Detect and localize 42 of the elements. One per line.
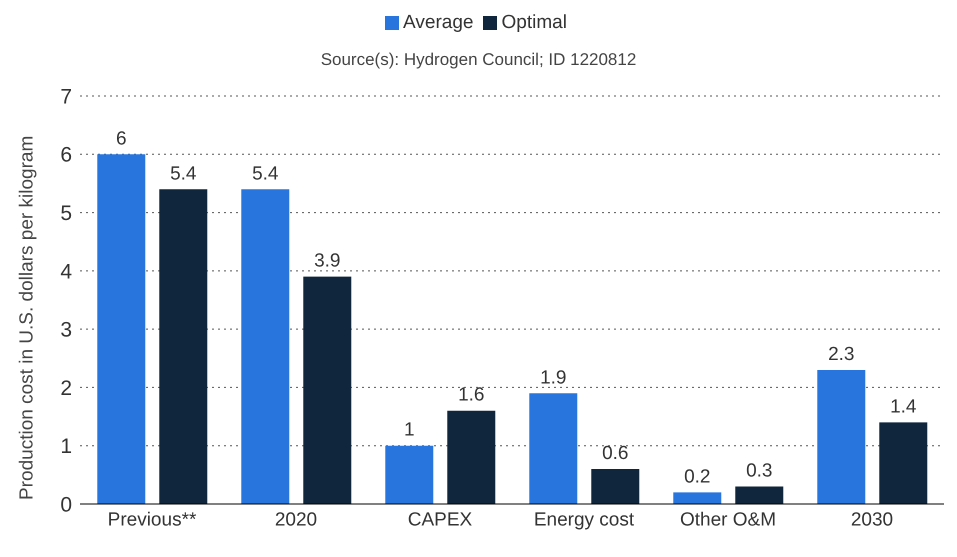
x-tick-label: 2030 (850, 509, 894, 530)
bar (241, 189, 290, 504)
y-tick-label: 5 (60, 202, 72, 226)
y-tick-label: 1 (60, 435, 72, 458)
data-label: 3.9 (314, 250, 340, 272)
bar (159, 189, 208, 504)
data-label: 1.9 (540, 367, 566, 388)
data-label: 0.3 (746, 460, 772, 482)
data-label: 5.4 (252, 163, 279, 184)
bar (529, 393, 578, 504)
bar (817, 370, 866, 504)
y-tick-label: 7 (60, 85, 72, 108)
legend-label: Average (403, 12, 474, 33)
data-label: 1.6 (458, 384, 484, 406)
data-label: 1.4 (890, 396, 917, 418)
y-tick-label: 3 (60, 318, 72, 342)
data-label: 5.4 (170, 163, 197, 184)
bar (591, 469, 640, 504)
x-tick-label: Other O&M (680, 509, 776, 530)
bar (735, 486, 784, 504)
x-tick-label: Energy cost (534, 509, 635, 530)
x-tick-label: CAPEX (408, 509, 473, 530)
data-label: 0.2 (684, 466, 710, 488)
bar (97, 154, 146, 504)
y-tick-label: 0 (60, 493, 72, 516)
bar (447, 410, 496, 504)
bar (879, 422, 928, 504)
y-tick-label: 6 (60, 144, 72, 167)
source-note: Source(s): Hydrogen Council; ID 1220812 (320, 50, 638, 70)
data-label: 2.3 (828, 344, 854, 365)
y-tick-label: 4 (60, 260, 72, 284)
y-tick-label: 2 (60, 376, 72, 400)
bar (385, 446, 434, 504)
x-tick-label: Previous** (108, 509, 197, 530)
bar (303, 276, 352, 504)
data-label: 1 (404, 420, 415, 441)
legend-label: Optimal (501, 12, 567, 33)
x-tick-label: 2020 (274, 509, 318, 530)
bar (673, 492, 722, 504)
y-axis-title: Production cost in U.S. dollars per kilogram (16, 136, 38, 500)
data-label: 0.6 (602, 443, 628, 464)
data-label: 6 (116, 128, 127, 150)
